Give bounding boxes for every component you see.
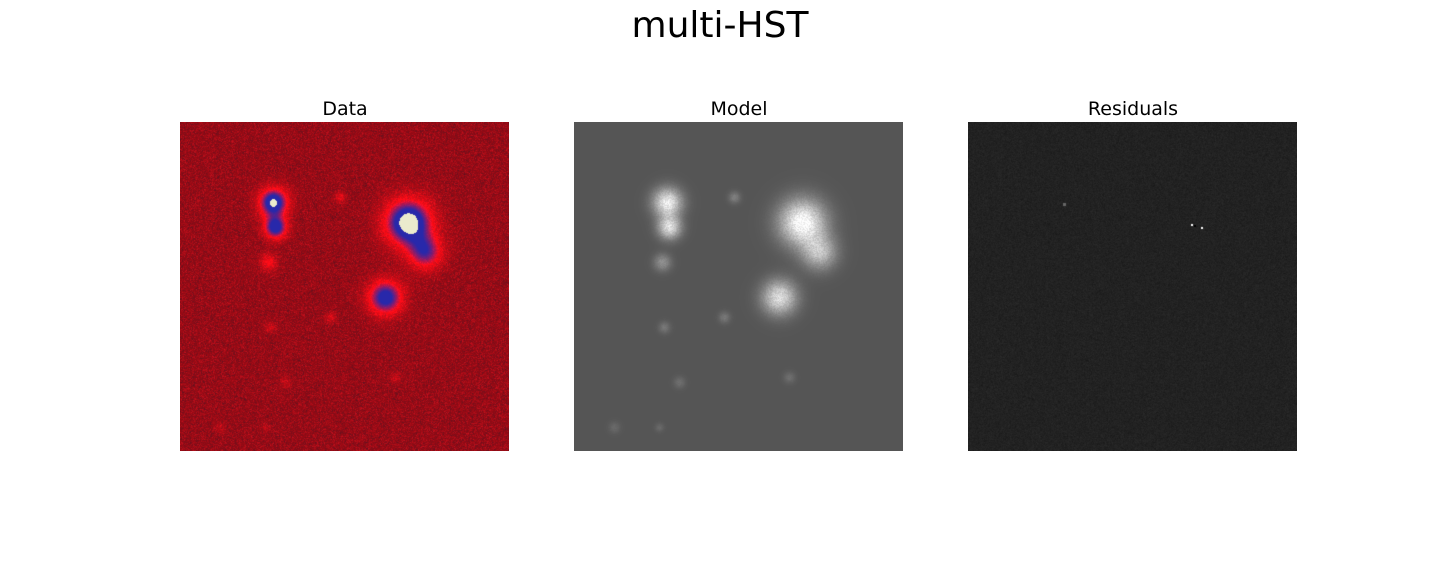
figure-title: multi-HST — [631, 5, 809, 46]
residuals-panel-title: Residuals — [1087, 98, 1179, 120]
data-image — [180, 122, 509, 451]
data-panel-title: Data — [322, 98, 368, 120]
model-image — [574, 122, 903, 451]
residuals-image — [968, 122, 1297, 451]
model-panel-title: Model — [710, 98, 768, 120]
